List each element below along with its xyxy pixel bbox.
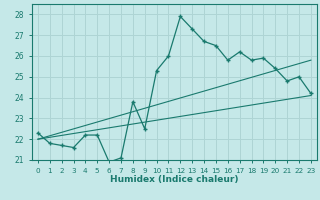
X-axis label: Humidex (Indice chaleur): Humidex (Indice chaleur) bbox=[110, 175, 239, 184]
